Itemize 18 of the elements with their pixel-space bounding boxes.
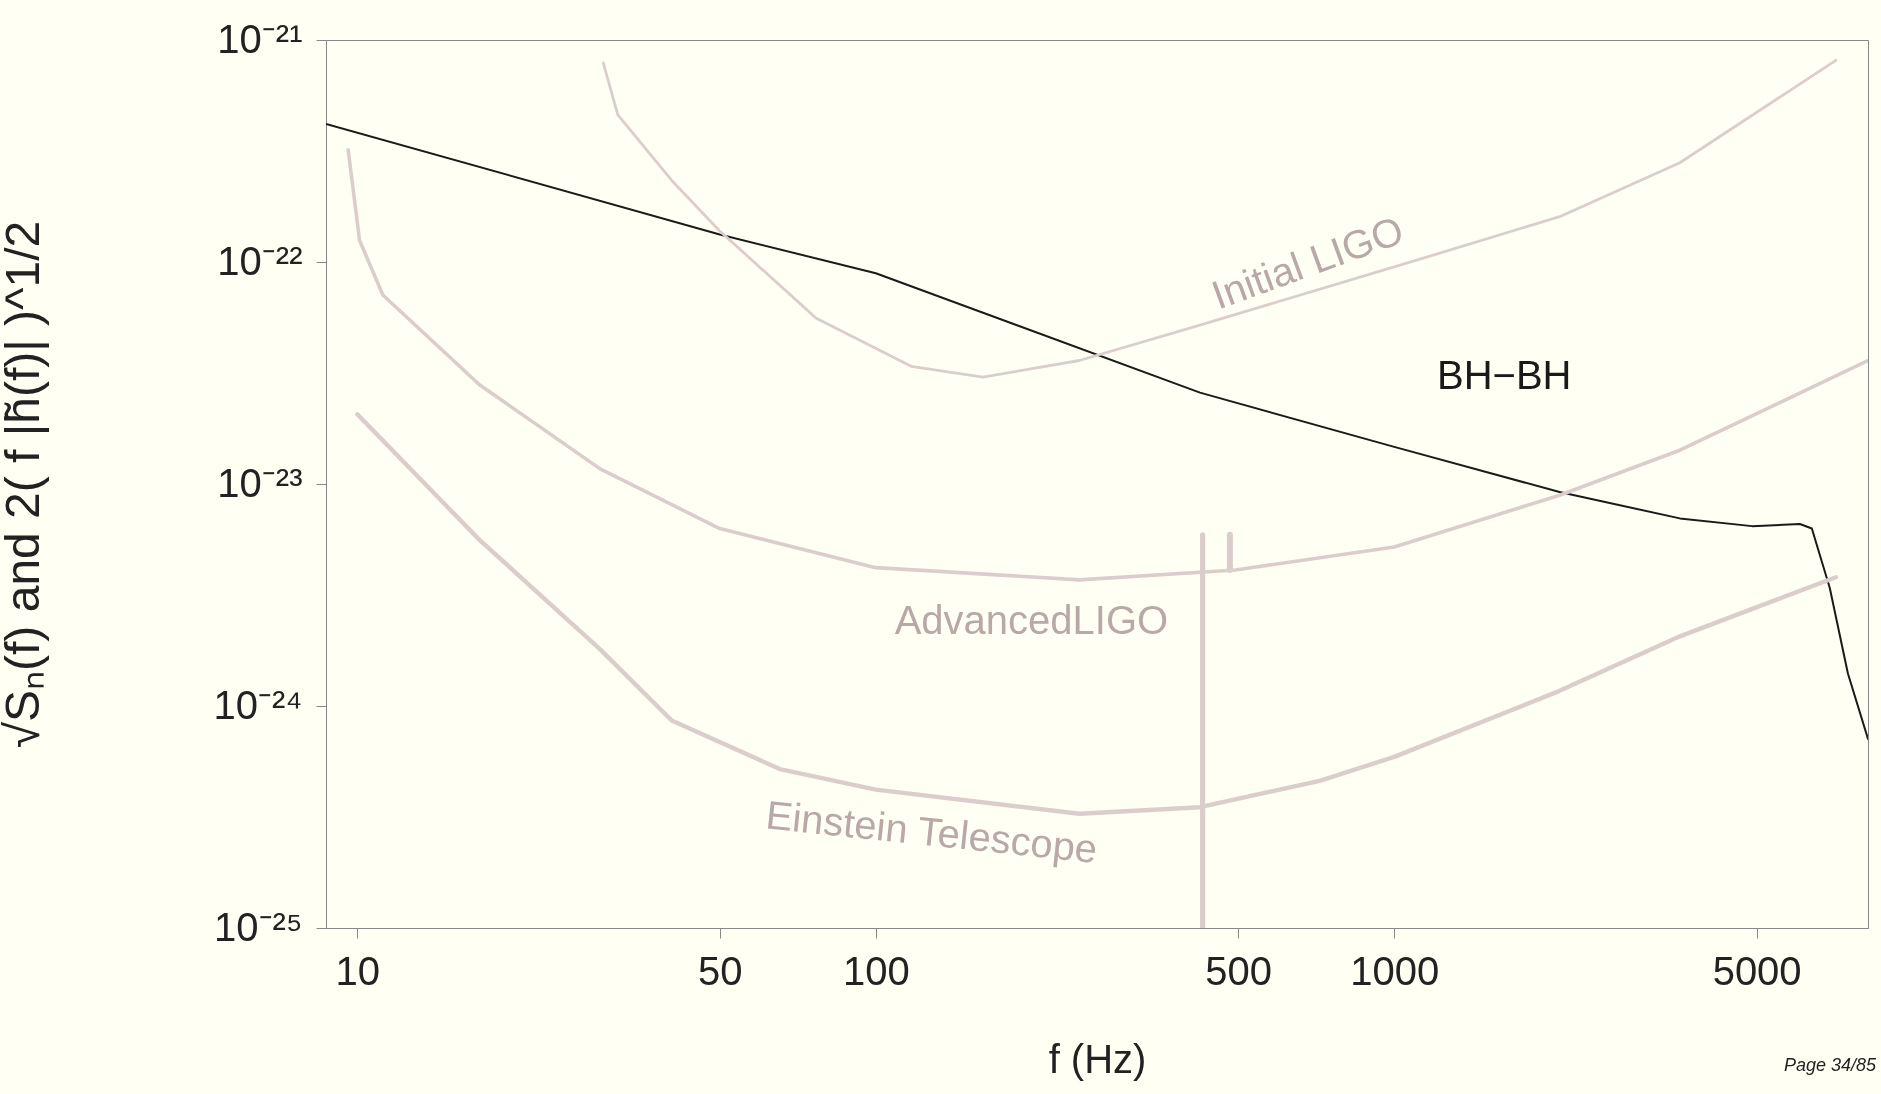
- series-label: BH−BH: [1436, 352, 1572, 397]
- text: Initial LIGO: [1205, 207, 1409, 318]
- y-tick-label: 10⁻²³: [217, 460, 303, 505]
- y-tick-label: 10⁻²¹: [217, 16, 303, 61]
- y-tick-label: 10⁻²⁵: [214, 904, 303, 949]
- y-axis-title: √Sₙ(f) and 2( f |h̃(f)| )^1/2: [0, 220, 49, 749]
- x-tick-label: 500: [1205, 948, 1273, 993]
- x-tick-label: 50: [697, 948, 743, 993]
- x-axis-title: f (Hz): [1048, 1036, 1147, 1081]
- x-tick-label: 100: [842, 948, 910, 993]
- x-tick-label: 1000: [1350, 948, 1440, 993]
- text: Page 34/85: [1783, 1055, 1877, 1075]
- series-label: AdvancedLIGO: [894, 597, 1169, 642]
- y-tick-label: 10⁻²⁴: [213, 682, 303, 727]
- text: Einstein Telescope: [763, 792, 1100, 871]
- x-tick-label: 10: [335, 948, 381, 993]
- y-tick-label: 10⁻²²: [217, 238, 303, 283]
- x-tick-label: 5000: [1712, 948, 1802, 993]
